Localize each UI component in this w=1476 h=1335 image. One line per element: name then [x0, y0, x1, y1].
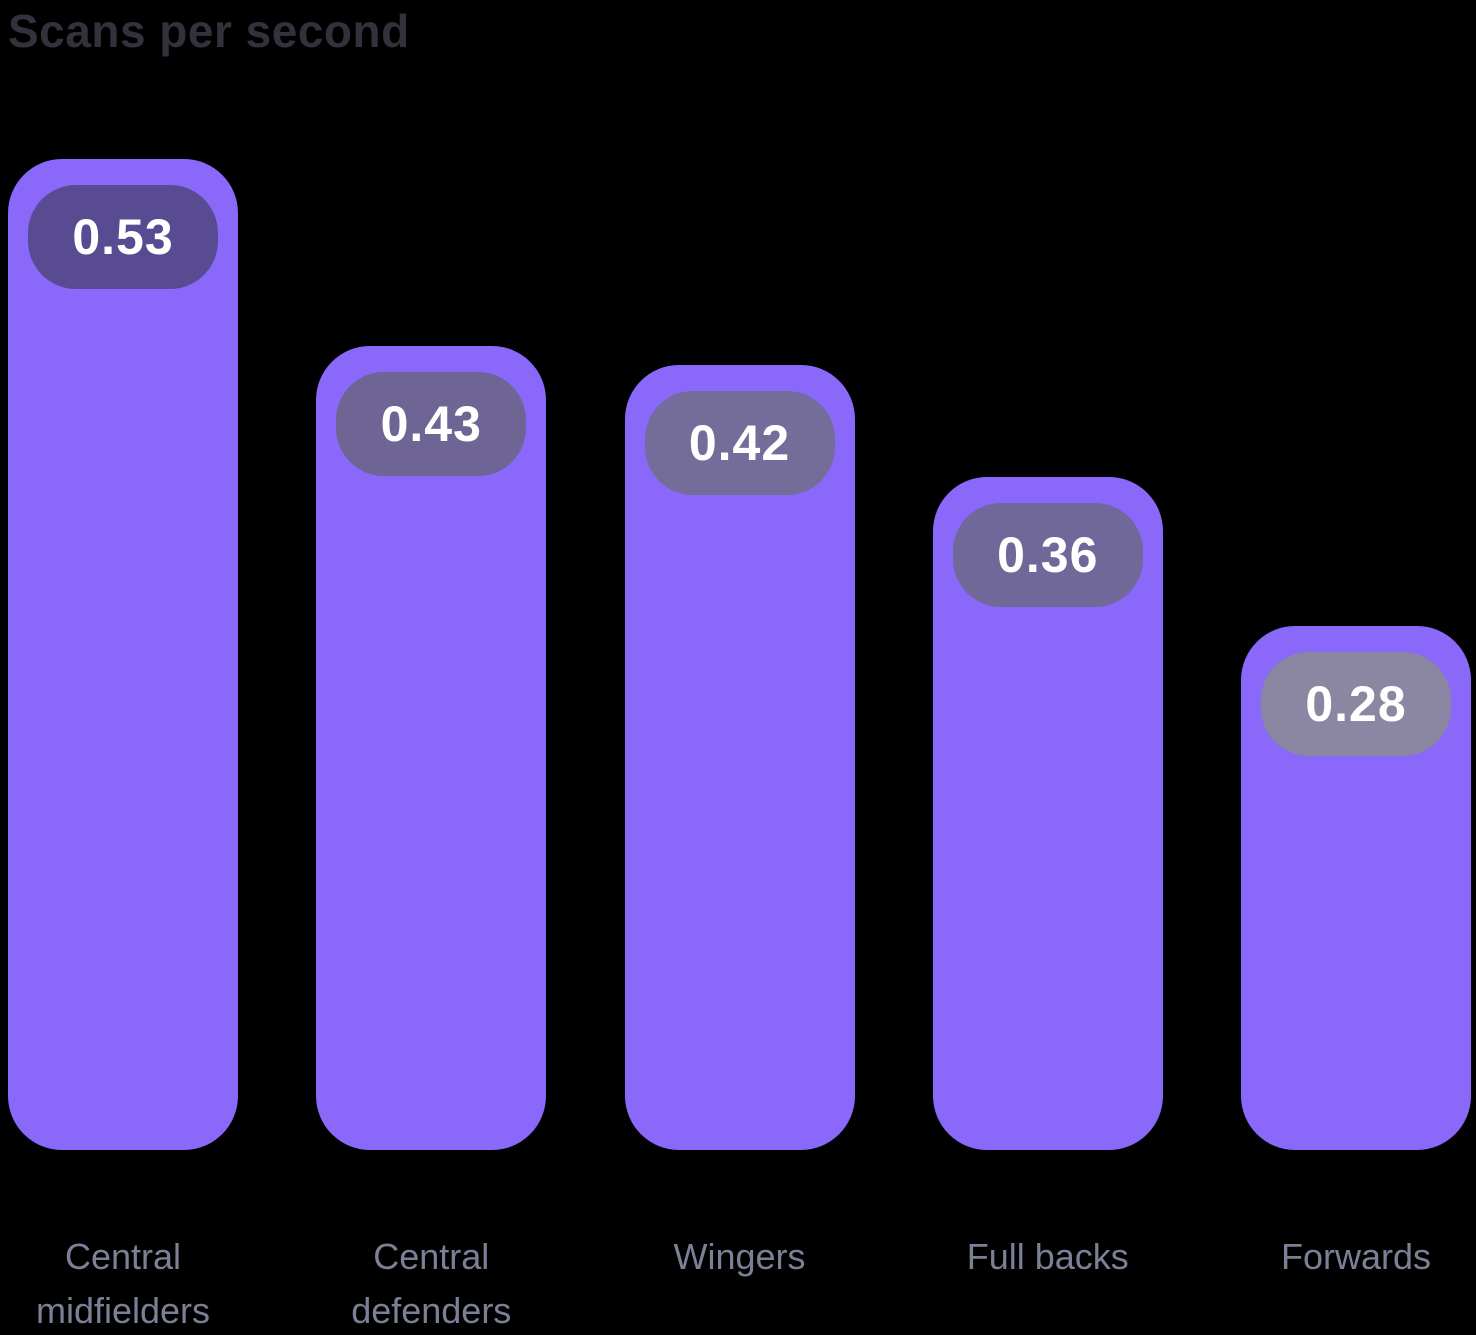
category-label: Central defenders [351, 1236, 512, 1331]
category-label: Central midfielders [35, 1236, 211, 1331]
bar-full-backs: 0.36 [932, 477, 1163, 1150]
value-badge: 0.53 [28, 185, 218, 289]
value-badge: 0.28 [1261, 652, 1451, 756]
bar-forwards: 0.28 [1241, 626, 1471, 1150]
bar-wingers: 0.42 [624, 365, 855, 1150]
value-label: 0.43 [380, 396, 482, 452]
value-label: 0.53 [72, 209, 174, 265]
category-label: Forwards [1280, 1236, 1432, 1277]
value-label: 0.42 [688, 415, 791, 471]
value-badge: 0.42 [644, 391, 835, 495]
value-label: 0.28 [1305, 676, 1407, 732]
category-label: Full backs [966, 1236, 1129, 1277]
value-badge: 0.36 [952, 503, 1143, 607]
bar-central-midfielders: 0.53 [8, 159, 238, 1150]
category-label: Wingers [673, 1236, 806, 1277]
value-badge: 0.43 [336, 372, 527, 476]
bar-central-defenders: 0.43 [316, 346, 547, 1150]
chart-title: Scans per second [8, 5, 410, 57]
value-label: 0.36 [997, 527, 1099, 583]
